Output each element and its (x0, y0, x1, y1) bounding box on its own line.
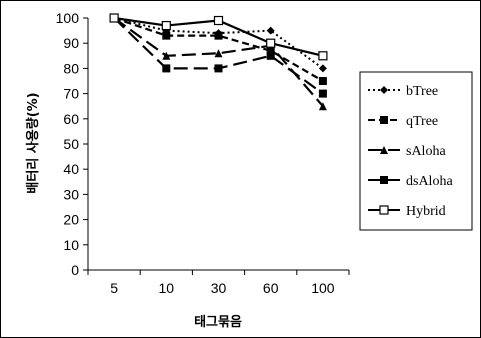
series-line (113, 17, 324, 107)
y-tick-label: 10 (63, 237, 79, 253)
data-point (161, 20, 171, 31)
data-point (162, 64, 171, 73)
x-tick-label: 60 (263, 280, 279, 296)
series-Hybrid (109, 13, 328, 61)
data-point (266, 38, 276, 48)
x-tick-label: 10 (159, 280, 175, 296)
y-tick-label: 40 (63, 161, 79, 177)
legend-label: Hybrid (406, 204, 446, 219)
legend-item: dsAloha (368, 174, 453, 189)
data-point (318, 77, 327, 85)
legend-item: qTree (368, 114, 438, 129)
data-point (162, 31, 171, 40)
data-point (318, 51, 328, 61)
data-point (213, 15, 224, 26)
axes: 0 10 20 30 40 50 60 70 80 90 100 5 10 30 60 100 (56, 10, 350, 296)
legend-item: sAloha (368, 144, 446, 159)
y-tick-label: 30 (63, 186, 79, 202)
data-point (266, 46, 275, 55)
x-tick-label: 100 (311, 280, 335, 296)
legend-label: sAloha (406, 144, 446, 159)
legend-marker (379, 205, 389, 215)
legend-item: Hybrid (368, 204, 446, 219)
legend-marker (380, 146, 388, 154)
y-tick-label: 100 (56, 10, 80, 26)
data-point (214, 64, 223, 73)
y-axis-title: 배터리 사용량(%) (25, 92, 41, 193)
y-tick-label: 90 (63, 35, 79, 51)
y-tick-label: 60 (63, 111, 79, 127)
y-tick-label: 80 (63, 60, 79, 76)
x-tick-label: 30 (211, 280, 227, 296)
legend-marker (380, 176, 388, 184)
y-tick-label: 20 (63, 212, 79, 228)
x-tick-label: 5 (110, 280, 118, 296)
data-point (318, 64, 327, 73)
data-point (109, 13, 119, 23)
y-tick-label: 70 (63, 86, 79, 102)
data-point (266, 26, 275, 35)
legend-marker (380, 116, 388, 124)
series-layer (109, 13, 328, 111)
data-point (214, 49, 223, 58)
legend-marker (380, 86, 388, 94)
legend-label: qTree (406, 114, 438, 129)
legend-label: dsAloha (406, 174, 453, 189)
y-tick-label: 0 (71, 262, 79, 278)
data-point (318, 89, 327, 98)
legend: bTree qTree sAloha dsAloha Hybrid (368, 84, 453, 219)
data-point (162, 51, 171, 60)
data-point (318, 102, 327, 111)
legend-label: bTree (406, 84, 438, 99)
x-axis-title: 태그묶음 (194, 314, 242, 330)
y-tick-label: 50 (63, 136, 79, 152)
legend-item: bTree (368, 84, 438, 99)
data-point (214, 31, 223, 40)
series-line (113, 16, 324, 82)
data-point (266, 51, 275, 60)
